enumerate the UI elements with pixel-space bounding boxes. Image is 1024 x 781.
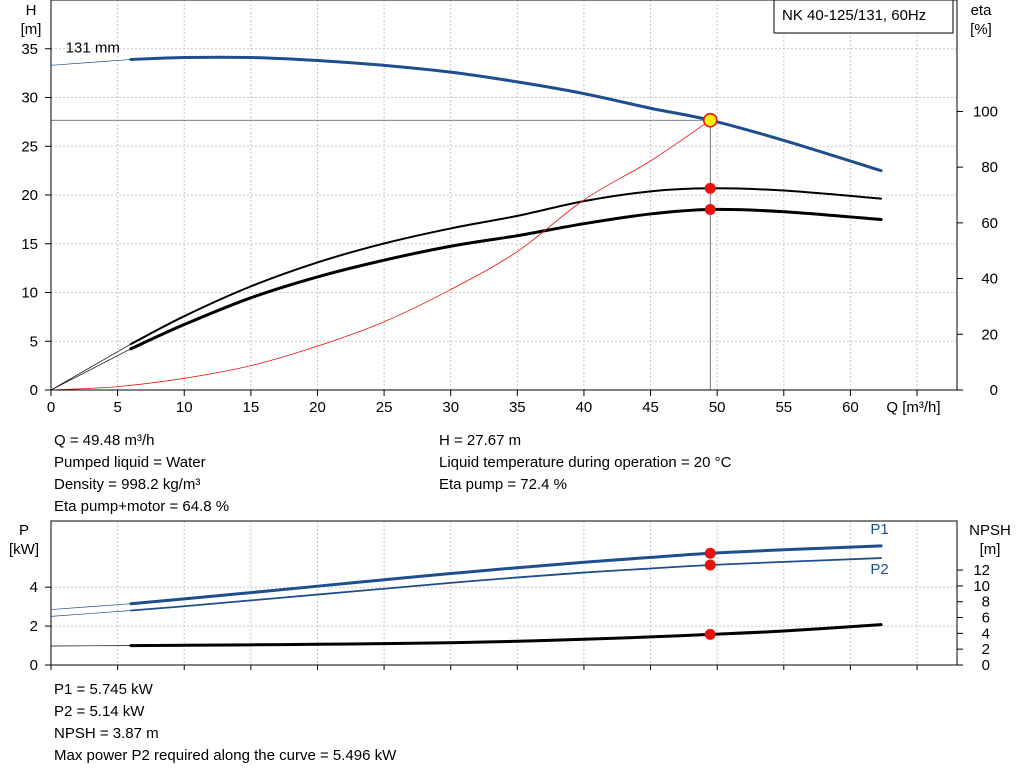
flow-rate-value: Q = 49.48 m³/h [54, 432, 155, 449]
y-left-tick-label: 35 [21, 41, 38, 58]
p1-value: P1 = 5.745 kW [54, 681, 153, 698]
131-mm-extension-line [50, 59, 131, 66]
legend-p2-label: P2 [870, 561, 888, 578]
top-axes: 0 5 10 15 20 25 30 35 40 45 50 55 60 Q [m³/h] 0 5 10 15 20… [21, 0, 998, 416]
head-value: H = 27.67 m [439, 432, 522, 449]
x-tick-label: 45 [642, 399, 659, 416]
eta-axis-title: eta [971, 2, 993, 19]
p1-extension-line [50, 603, 131, 610]
legend-p1-label: P1 [870, 521, 888, 538]
npsh-tick-label: 8 [982, 594, 990, 611]
curve-diameter-label: 131 mm [66, 39, 120, 56]
eta-pump-motor-extension-line [50, 348, 132, 391]
x-tick-label: 35 [509, 399, 526, 416]
x-tick-label: 40 [576, 399, 593, 416]
y-right-tick-label: 40 [981, 271, 998, 288]
y-right-tick-label: 100 [973, 103, 998, 120]
density-value: Density = 998.2 kg/m³ [54, 476, 201, 493]
x-tick-label: 50 [709, 399, 726, 416]
power-axis-title: P [19, 522, 29, 539]
p1-curve [129, 544, 883, 606]
power-marker-2 [704, 628, 716, 640]
npsh-tick-label: 12 [973, 562, 990, 579]
p-axis-tick-label: 0 [30, 657, 38, 674]
x-tick-label: 10 [176, 399, 193, 416]
npsh-curve [129, 623, 883, 648]
head-axis-unit: [m] [21, 21, 42, 38]
x-axis-title: Q [m³/h] [886, 399, 940, 416]
y-left-tick-label: 5 [30, 333, 38, 350]
top-results-left: Q = 49.48 m³/h Pumped liquid = Water Den… [54, 430, 229, 518]
head-axis-title: H [26, 2, 37, 19]
x-tick-label: 25 [376, 399, 393, 416]
x-tick-label: 30 [442, 399, 459, 416]
efficiency-marker-1 [704, 203, 716, 215]
npsh-tick-label: 10 [973, 578, 990, 595]
y-left-tick-label: 0 [30, 382, 38, 399]
npsh-axis-title: NPSH [969, 522, 1011, 539]
y-left-tick-label: 20 [21, 187, 38, 204]
y-right-tick-label: 20 [981, 326, 998, 343]
x-tick-label: 60 [842, 399, 859, 416]
bottom-series-layer [50, 544, 883, 648]
y-right-tick-label: 60 [981, 215, 998, 232]
duty-point-marker [702, 112, 718, 128]
npsh-tick-label: 4 [982, 625, 990, 642]
y-right-tick-label: 80 [981, 159, 998, 176]
eta-pump-curve [129, 187, 883, 346]
x-tick-label: 20 [309, 399, 326, 416]
x-tick-label: 0 [47, 399, 55, 416]
x-tick-label: 15 [243, 399, 260, 416]
eta-axis-unit: [%] [970, 21, 992, 38]
pump-model-label: NK 40-125/131, 60Hz [782, 7, 926, 24]
power-marker-0 [704, 547, 716, 559]
npsh-tick-label: 0 [982, 657, 990, 674]
top-series-layer: 131 mm [50, 39, 883, 391]
efficiency-marker-0 [704, 182, 716, 194]
y-left-tick-label: 15 [21, 236, 38, 253]
pump-label-box [773, 0, 954, 34]
npsh-tick-label: 2 [982, 641, 990, 658]
x-tick-label: 55 [775, 399, 792, 416]
eta-pump-extension-line [50, 343, 132, 391]
npsh-tick-label: 6 [982, 610, 990, 627]
x-tick-label: 5 [113, 399, 121, 416]
eta-pump-motor-curve [129, 207, 883, 351]
p2-value: P2 = 5.14 kW [54, 703, 145, 720]
top-results-right: H = 27.67 m Liquid temperature during op… [439, 430, 731, 496]
pumped-liquid-value: Pumped liquid = Water [54, 454, 206, 471]
eta-pump-value: Eta pump = 72.4 % [439, 476, 567, 493]
head-efficiency-chart: 131 mm 0 5 10 15 20 25 30 35 40 45 50 55 60 Q [m³/h]0… [21, 0, 998, 416]
bottom-plot-frame [50, 520, 958, 666]
liquid-temperature-value: Liquid temperature during operation = 20… [439, 454, 732, 471]
power-axis-unit: [kW] [9, 541, 39, 558]
eta-pump-motor-value: Eta pump+motor = 64.8 % [54, 498, 230, 515]
npsh-value: NPSH = 3.87 m [54, 725, 159, 742]
system-curve-curve [50, 119, 711, 391]
p-axis-tick-label: 4 [30, 579, 38, 596]
y-left-tick-label: 30 [21, 90, 38, 107]
bottom-results: P1 = 5.745 kW P2 = 5.14 kW NPSH = 3.87 m… [54, 679, 396, 767]
p-axis-tick-label: 2 [30, 618, 38, 635]
131-mm-curve [129, 55, 883, 173]
p2-extension-line [50, 610, 131, 617]
p2-curve [130, 557, 882, 612]
bottom-grid [51, 521, 957, 665]
y-right-tick-label: 0 [990, 382, 998, 399]
y-left-tick-label: 25 [21, 138, 38, 155]
top-grid [51, 0, 957, 390]
y-left-tick-label: 10 [21, 285, 38, 302]
power-marker-1 [704, 559, 716, 571]
npsh-axis-unit: [m] [980, 541, 1001, 558]
max-p2-value: Max power P2 required along the curve = … [54, 747, 397, 764]
